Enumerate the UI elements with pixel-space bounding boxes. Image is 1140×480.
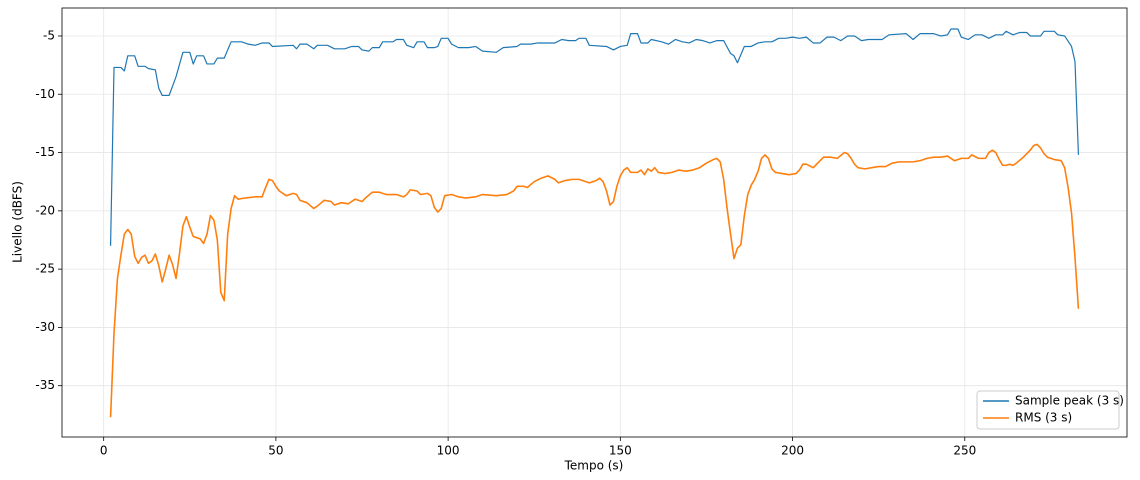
y-tick-label: -15 [35, 145, 55, 159]
x-tick-label: 100 [437, 444, 460, 458]
x-tick-label: 50 [268, 444, 283, 458]
legend-label: Sample peak (3 s) [1015, 394, 1124, 408]
series-line [109, 28, 1080, 246]
y-tick-label: -25 [35, 262, 55, 276]
y-tick-label: -5 [43, 28, 55, 42]
y-tick-label: -30 [35, 320, 55, 334]
x-tick-label: 150 [609, 444, 632, 458]
plot-frame [61, 7, 1128, 438]
y-tick-label: -35 [35, 378, 55, 392]
y-axis-label: Livello (dBFS) [11, 181, 25, 263]
y-tick-label: -10 [35, 87, 55, 101]
x-tick-label: 0 [100, 444, 108, 458]
x-tick-label: 250 [953, 444, 976, 458]
series-line [109, 143, 1080, 418]
y-tick-label: -20 [35, 203, 55, 217]
x-axis-label: Tempo (s) [564, 459, 624, 473]
legend-box [976, 390, 1120, 430]
x-tick-label: 200 [781, 444, 804, 458]
legend-label: RMS (3 s) [1015, 411, 1072, 425]
